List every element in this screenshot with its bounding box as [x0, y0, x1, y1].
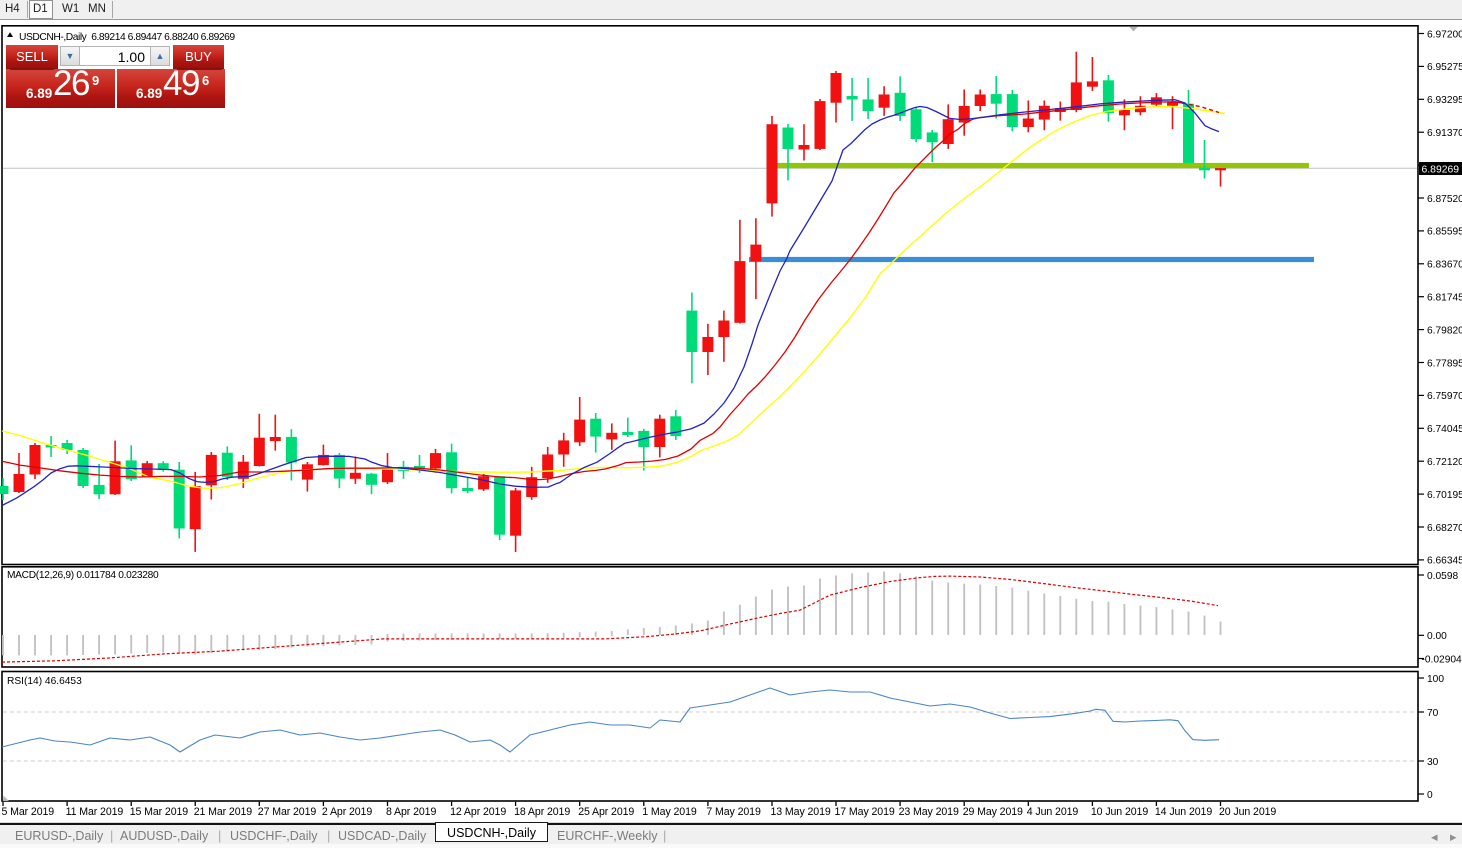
svg-text:27 Mar 2019: 27 Mar 2019	[258, 806, 317, 818]
svg-text:-0.029049: -0.029049	[1422, 654, 1462, 665]
svg-text:70: 70	[1427, 708, 1439, 719]
svg-text:15 Mar 2019: 15 Mar 2019	[130, 806, 189, 818]
svg-text:7 May 2019: 7 May 2019	[706, 806, 761, 818]
svg-text:RSI(14) 46.6453: RSI(14) 46.6453	[7, 676, 82, 687]
svg-text:30: 30	[1427, 757, 1439, 768]
svg-text:USDCNH-,Daily 6.89214 6.89447: USDCNH-,Daily 6.89214 6.89447 6.88240 6.…	[19, 32, 235, 43]
svg-text:0.00: 0.00	[1427, 631, 1447, 642]
svg-text:6.87520: 6.87520	[1427, 194, 1462, 205]
svg-text:6.97200: 6.97200	[1427, 29, 1462, 40]
svg-text:6.68270: 6.68270	[1427, 523, 1462, 534]
svg-text:13 May 2019: 13 May 2019	[771, 806, 831, 818]
svg-text:10 Jun 2019: 10 Jun 2019	[1091, 806, 1148, 818]
svg-text:6.70195: 6.70195	[1427, 490, 1462, 501]
svg-text:100: 100	[1427, 674, 1444, 685]
svg-text:6.72120: 6.72120	[1427, 457, 1462, 468]
svg-text:6.83670: 6.83670	[1427, 260, 1462, 271]
svg-text:23 May 2019: 23 May 2019	[899, 806, 959, 818]
svg-text:18 Apr 2019: 18 Apr 2019	[514, 806, 570, 818]
svg-text:12 Apr 2019: 12 Apr 2019	[450, 806, 506, 818]
svg-text:6.93295: 6.93295	[1427, 95, 1462, 106]
svg-text:6.81745: 6.81745	[1427, 293, 1462, 304]
svg-text:8 Apr 2019: 8 Apr 2019	[386, 806, 436, 818]
svg-text:6.77895: 6.77895	[1427, 358, 1462, 369]
svg-text:20 Jun 2019: 20 Jun 2019	[1219, 806, 1276, 818]
svg-text:5 Mar 2019: 5 Mar 2019	[2, 806, 55, 818]
svg-text:25 Apr 2019: 25 Apr 2019	[578, 806, 634, 818]
svg-text:1 May 2019: 1 May 2019	[642, 806, 697, 818]
svg-text:6.95275: 6.95275	[1427, 62, 1462, 73]
svg-text:17 May 2019: 17 May 2019	[835, 806, 895, 818]
svg-text:6.91370: 6.91370	[1427, 128, 1462, 139]
svg-text:6.89269: 6.89269	[1422, 164, 1460, 175]
svg-text:11 Mar 2019: 11 Mar 2019	[66, 806, 124, 818]
svg-text:6.75970: 6.75970	[1427, 391, 1462, 402]
svg-text:21 Mar 2019: 21 Mar 2019	[194, 806, 253, 818]
svg-text:6.85595: 6.85595	[1427, 227, 1462, 238]
svg-text:6.66345: 6.66345	[1427, 556, 1462, 567]
svg-text:0: 0	[1427, 790, 1433, 801]
svg-text:0.0598: 0.0598	[1427, 571, 1458, 582]
svg-text:29 May 2019: 29 May 2019	[963, 806, 1023, 818]
svg-text:6.74045: 6.74045	[1427, 424, 1462, 435]
svg-text:MACD(12,26,9) 0.011784 0.02328: MACD(12,26,9) 0.011784 0.023280	[7, 570, 159, 581]
svg-text:4 Jun 2019: 4 Jun 2019	[1027, 806, 1079, 818]
svg-text:14 Jun 2019: 14 Jun 2019	[1155, 806, 1212, 818]
svg-text:2 Apr 2019: 2 Apr 2019	[322, 806, 372, 818]
svg-text:6.79820: 6.79820	[1427, 325, 1462, 336]
